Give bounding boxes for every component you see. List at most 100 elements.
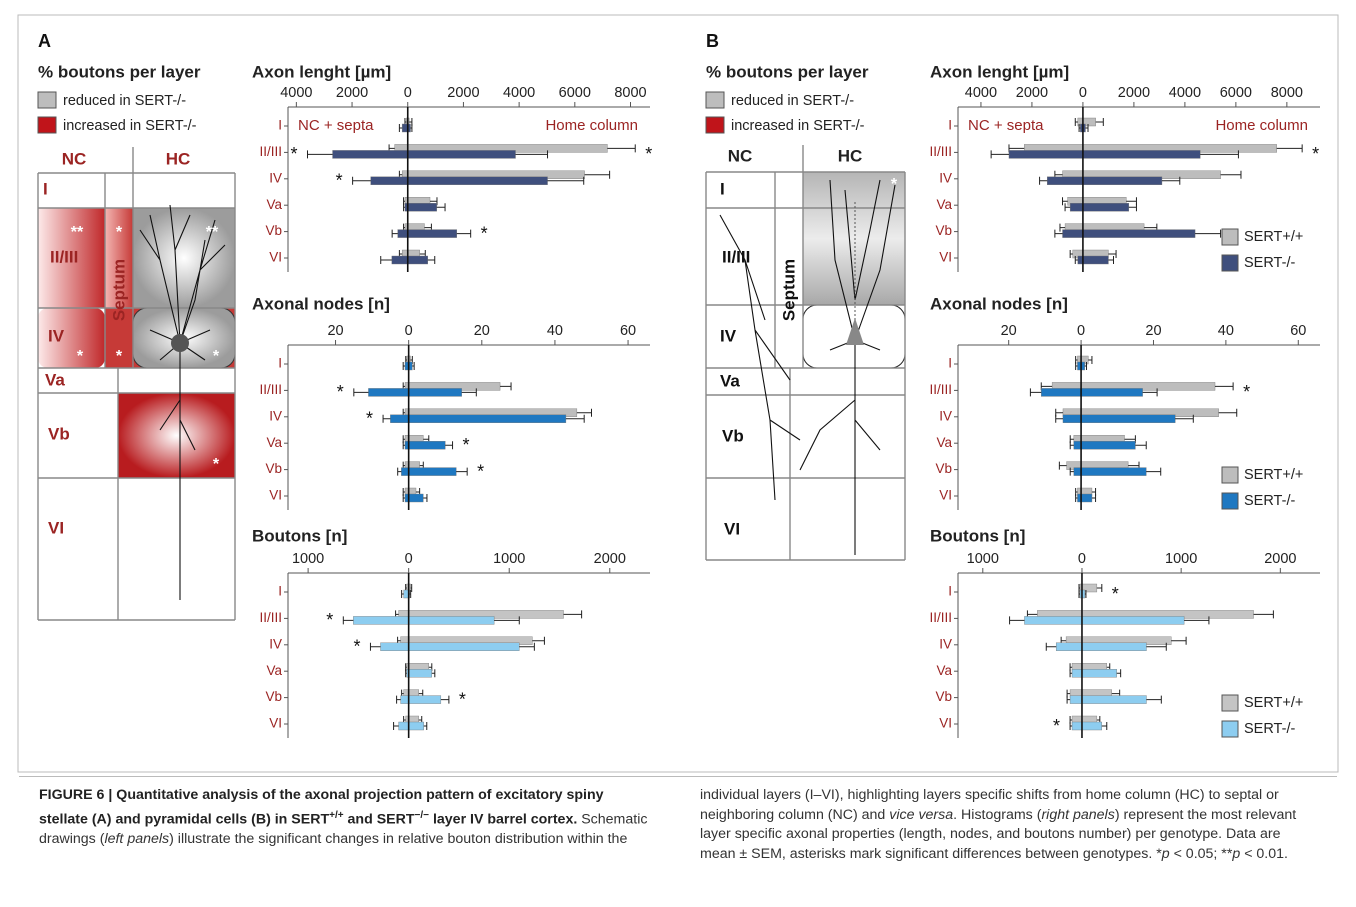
caption-text: ) represent the most relevant layer spec…	[700, 806, 1297, 862]
x-tick-label: 0	[1079, 85, 1087, 101]
x-tick-label: 1000	[292, 551, 324, 567]
error-bar	[402, 362, 406, 370]
error-bar	[607, 144, 636, 153]
significance-star: *	[116, 348, 123, 365]
bar	[408, 642, 520, 651]
error-bar	[1064, 203, 1071, 212]
error-bar	[1055, 408, 1063, 417]
error-bar	[393, 722, 399, 730]
x-tick-label: 6000	[559, 85, 591, 101]
error-bar	[1091, 494, 1097, 502]
x-tick-label: 0	[405, 551, 413, 567]
error-bar	[1095, 118, 1104, 126]
y-tick-label: I	[278, 118, 282, 133]
y-tick-label: Vb	[265, 223, 282, 238]
significance-star: *	[463, 435, 470, 455]
bar	[1080, 467, 1147, 476]
x-tick-label: 0	[405, 323, 413, 339]
significance-star: **	[71, 224, 84, 241]
y-tick-label: II/III	[259, 382, 282, 397]
error-bar	[382, 414, 391, 423]
column-label: HC	[166, 149, 191, 168]
caption-text: vice versa	[889, 806, 954, 823]
legend-swatch	[1221, 492, 1239, 510]
x-tick-label: 1000	[967, 551, 999, 567]
error-bar	[401, 590, 404, 598]
error-bar	[1039, 176, 1048, 185]
error-bar	[576, 408, 592, 417]
bar	[368, 388, 409, 397]
legend-swatch	[37, 116, 57, 134]
error-bar	[1075, 362, 1078, 370]
error-bar	[402, 441, 406, 450]
caption-text: < 0.05; **	[1169, 845, 1233, 862]
error-bar	[412, 362, 415, 370]
error-bar	[352, 176, 371, 185]
column-label: HC	[838, 146, 863, 165]
error-bar	[1075, 494, 1078, 502]
significance-star: *	[1053, 716, 1060, 736]
y-tick-label: I	[278, 356, 282, 371]
error-bar	[1009, 616, 1025, 625]
x-tick-label: 1000	[493, 551, 525, 567]
bar	[407, 202, 437, 212]
legend-swatch	[1221, 228, 1239, 246]
error-bar	[1200, 150, 1239, 159]
x-tick-label: 8000	[614, 85, 646, 101]
significance-star: *	[1312, 144, 1319, 164]
error-bar	[405, 669, 407, 678]
error-bar	[306, 150, 333, 159]
y-tick-label: Va	[936, 197, 952, 212]
x-tick-label: 2000	[1016, 85, 1048, 101]
bar	[1024, 616, 1083, 625]
septum-label: Septum	[779, 259, 798, 321]
chart-title: Axon lenght [µm]	[252, 62, 391, 81]
error-bar	[1128, 203, 1137, 212]
error-bar	[1069, 250, 1073, 258]
bar	[1080, 441, 1136, 450]
figure: A % boutons per layer reduced in SERT-/-…	[17, 14, 1339, 773]
error-bar	[380, 256, 392, 264]
bar	[407, 255, 428, 265]
error-bar	[1084, 590, 1087, 598]
layer-label: II/III	[50, 247, 78, 266]
error-bar	[519, 642, 535, 651]
panel-letter: A	[38, 31, 51, 51]
error-bar	[1091, 488, 1097, 496]
error-bar	[1161, 176, 1181, 185]
y-tick-label: VI	[939, 250, 952, 265]
significance-star: *	[353, 637, 360, 657]
error-bar	[1146, 642, 1167, 651]
y-tick-label: II/III	[259, 144, 282, 159]
bar	[408, 616, 495, 625]
y-tick-label: Va	[266, 435, 282, 450]
legend-label: SERT+/+	[1244, 229, 1303, 245]
y-tick-label: I	[948, 584, 952, 599]
legend-label: SERT-/-	[1244, 721, 1295, 737]
x-tick-label: 20	[474, 323, 490, 339]
error-bar	[500, 382, 512, 391]
significance-star: *	[77, 348, 84, 365]
error-bar	[547, 176, 585, 185]
layer-label: I	[43, 179, 48, 198]
bar	[1055, 642, 1083, 651]
significance-star: *	[477, 461, 484, 481]
bar	[1081, 721, 1103, 731]
error-bar	[515, 150, 549, 159]
caption-text: FIGURE 6 | Quantitative analysis of the …	[39, 787, 604, 828]
error-bar	[1062, 197, 1068, 206]
x-tick-label: 0	[404, 85, 412, 101]
septum-label: Septum	[109, 259, 128, 321]
layer-label: Vb	[722, 426, 744, 445]
layer-label: Vb	[48, 424, 70, 443]
y-tick-label: Vb	[265, 461, 282, 476]
significance-star: *	[213, 456, 220, 473]
significance-star: *	[481, 223, 488, 243]
x-tick-label: 4000	[503, 85, 535, 101]
y-tick-label: Va	[936, 435, 952, 450]
layer-label: IV	[48, 326, 65, 345]
bar	[1080, 493, 1093, 503]
layer-label: I	[720, 179, 725, 198]
error-bar	[403, 203, 405, 212]
error-bar	[990, 150, 1009, 159]
